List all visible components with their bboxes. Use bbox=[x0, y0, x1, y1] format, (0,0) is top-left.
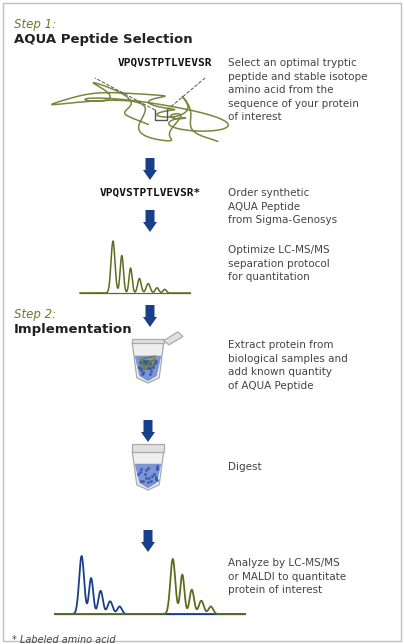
Text: VPQVSTPTLVEVSR*: VPQVSTPTLVEVSR* bbox=[99, 188, 201, 198]
Text: * Labeled amino acid: * Labeled amino acid bbox=[12, 635, 116, 644]
FancyBboxPatch shape bbox=[3, 3, 401, 641]
FancyBboxPatch shape bbox=[132, 339, 164, 343]
Polygon shape bbox=[141, 420, 155, 442]
Text: Step 2:: Step 2: bbox=[14, 308, 56, 321]
Polygon shape bbox=[143, 210, 157, 232]
Polygon shape bbox=[135, 464, 161, 488]
Polygon shape bbox=[143, 305, 157, 327]
Polygon shape bbox=[135, 355, 161, 381]
Text: Analyze by LC-MS/MS
or MALDI to quantitate
protein of interest: Analyze by LC-MS/MS or MALDI to quantita… bbox=[228, 558, 346, 595]
Polygon shape bbox=[141, 530, 155, 552]
Text: Step 1:: Step 1: bbox=[14, 18, 56, 31]
Text: Select an optimal tryptic
peptide and stable isotope
amino acid from the
sequenc: Select an optimal tryptic peptide and st… bbox=[228, 58, 368, 122]
Text: Order synthetic
AQUA Peptide
from Sigma-Genosys: Order synthetic AQUA Peptide from Sigma-… bbox=[228, 188, 337, 225]
Polygon shape bbox=[132, 451, 164, 490]
Polygon shape bbox=[143, 158, 157, 180]
FancyBboxPatch shape bbox=[132, 444, 164, 451]
Polygon shape bbox=[164, 332, 183, 345]
Text: VPQVSTPTLVEVSR: VPQVSTPTLVEVSR bbox=[118, 58, 212, 68]
Text: Extract protein from
biological samples and
add known quantity
of AQUA Peptide: Extract protein from biological samples … bbox=[228, 340, 348, 391]
Text: Implementation: Implementation bbox=[14, 323, 133, 336]
Text: Digest: Digest bbox=[228, 462, 262, 472]
Polygon shape bbox=[132, 343, 164, 383]
Text: AQUA Peptide Selection: AQUA Peptide Selection bbox=[14, 33, 193, 46]
Text: Optimize LC-MS/MS
separation protocol
for quantitation: Optimize LC-MS/MS separation protocol fo… bbox=[228, 245, 330, 282]
